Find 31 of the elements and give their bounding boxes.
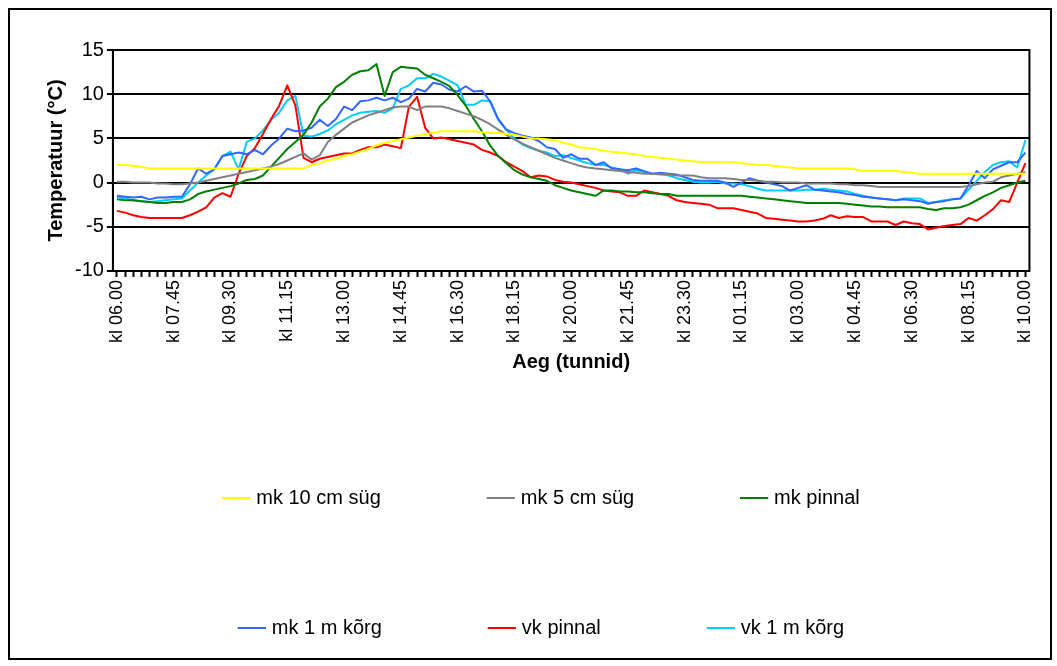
x-tick-label: kl 18.15	[503, 279, 524, 343]
legend-label: vk pinnal	[521, 615, 601, 638]
x-tick-label: kl 10.00	[1014, 279, 1035, 343]
x-axis-title: Aeg (tunnid)	[512, 349, 631, 372]
x-tick-label: kl 21.45	[616, 279, 637, 343]
legend-label: mk 1 m kõrg	[271, 615, 382, 638]
x-tick-label: kl 01.15	[730, 279, 751, 343]
legend-label: mk 10 cm süg	[256, 485, 381, 508]
y-tick-label: -10	[75, 258, 104, 281]
x-tick-label: kl 06.00	[105, 279, 126, 343]
x-tick-label: kl 07.45	[162, 279, 183, 343]
x-tick-label: kl 04.45	[844, 279, 865, 343]
x-tick-label: kl 06.30	[900, 279, 921, 343]
y-tick-label: 5	[92, 125, 104, 148]
y-tick-label: 0	[92, 170, 104, 193]
x-tick-label: kl 20.00	[560, 279, 581, 343]
x-tick-label: kl 23.30	[673, 279, 694, 343]
legend-label: mk pinnal	[774, 485, 860, 508]
legend-label: mk 5 cm süg	[520, 485, 635, 508]
y-tick-label: 10	[81, 81, 104, 104]
y-axis-title: Temperatuur (°C)	[43, 79, 66, 242]
x-tick-label: kl 14.45	[389, 279, 410, 343]
x-tick-label: kl 11.15	[276, 279, 297, 342]
x-tick-label: kl 09.30	[219, 279, 240, 343]
x-tick-label: kl 08.15	[957, 279, 978, 343]
legend-label: vk 1 m kõrg	[740, 615, 845, 638]
y-tick-label: -5	[86, 214, 104, 237]
x-tick-label: kl 16.30	[446, 279, 467, 343]
x-tick-label: kl 13.00	[333, 279, 354, 343]
y-tick-label: 15	[81, 37, 104, 60]
x-tick-label: kl 03.00	[787, 279, 808, 343]
